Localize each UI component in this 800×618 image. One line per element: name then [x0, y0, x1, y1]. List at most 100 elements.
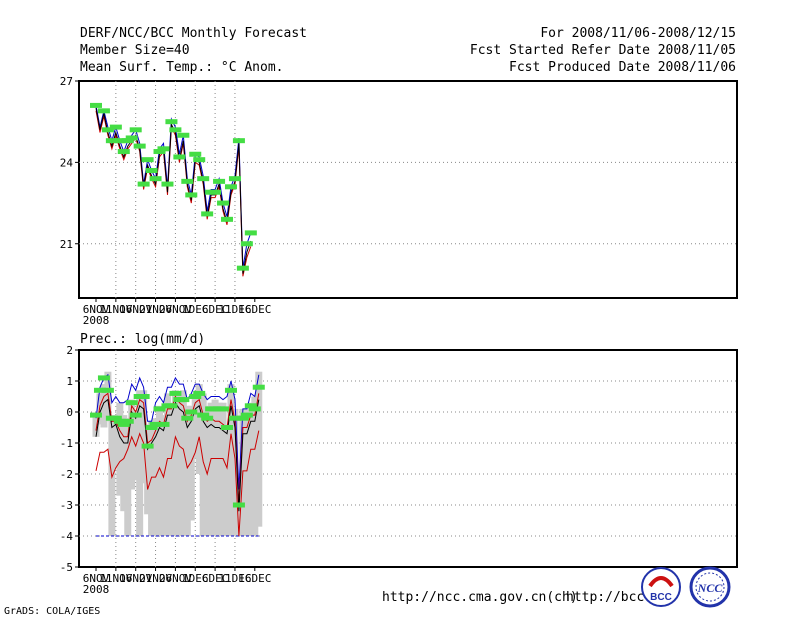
temp-obs-marker: [201, 211, 214, 217]
temp-obs-marker: [109, 124, 122, 130]
temp-mean-line: [95, 108, 252, 274]
prec-obs-marker: [224, 387, 237, 393]
temp-ytick-label: 27: [60, 75, 73, 88]
prec-plot-frame: [78, 349, 738, 568]
prec-xtick-label: 11NOV: [99, 572, 132, 585]
temp-obs-marker: [97, 108, 110, 114]
prec-spread-bar: [120, 415, 128, 512]
prec-spread-bar: [243, 408, 251, 536]
prec-obs-marker: [145, 425, 158, 430]
prec-obs-marker: [117, 421, 130, 427]
temp-obs-marker: [244, 230, 257, 236]
prec-min-line: [95, 430, 260, 537]
temp-obs-marker: [113, 138, 126, 144]
bcc-url[interactable]: http://bcc.c: [566, 590, 660, 605]
prec-spread-bar: [163, 393, 171, 536]
temp-ytick-label: 24: [60, 156, 74, 169]
temp-obs-marker: [117, 149, 130, 155]
temp-obs-marker: [173, 154, 186, 160]
prec-obs-marker: [248, 406, 261, 412]
temp-obs-marker: [221, 216, 234, 222]
grads-credit: GrADS: COLA/IGES: [4, 606, 101, 617]
member-size: Member Size=40: [80, 43, 190, 58]
prec-obs-marker: [181, 415, 194, 421]
temperature-variable-label: Mean Surf. Temp.: °C Anom.: [80, 60, 284, 75]
prec-obs-marker: [101, 387, 114, 393]
prec-spread-bar: [247, 402, 255, 536]
prec-spread-bar: [183, 405, 191, 536]
temp-obs-marker: [101, 127, 114, 133]
prec-obs-marker: [228, 415, 241, 421]
prec-spread-bar: [100, 384, 108, 428]
temp-obs-marker: [165, 119, 178, 125]
temp-obs-marker: [141, 157, 154, 163]
prec-spread-bar: [144, 424, 152, 515]
prec-spread-bar: [215, 402, 223, 536]
prec-spread-bar: [223, 427, 231, 536]
temp-obs-marker: [189, 151, 202, 157]
bcc-logo-text: BCC: [650, 592, 672, 603]
temp-xtick-label: 21NOV: [139, 303, 172, 316]
forecast-period: For 2008/11/06-2008/12/15: [540, 26, 736, 41]
prec-spread-bar: [175, 393, 183, 536]
prec-xtick-label: 6NOV: [83, 572, 110, 585]
prec-obs-marker: [165, 403, 178, 409]
prec-ytick-label: 2: [66, 344, 73, 357]
prec-spread-bar: [156, 405, 164, 536]
temp-obs-marker: [236, 265, 249, 271]
prec-spread-bar: [203, 405, 211, 536]
bcc-logo-icon: BCC: [641, 567, 681, 607]
temp-obs-marker: [105, 138, 118, 144]
prec-year-label: 2008: [83, 583, 110, 596]
temp-xtick-label: 26NOV: [159, 303, 192, 316]
prec-xtick-label: 16DEC: [238, 572, 271, 585]
prec-obs-marker: [137, 394, 150, 399]
temp-obs-marker: [185, 192, 198, 198]
prec-obs-marker: [90, 412, 102, 418]
prec-obs-marker: [157, 421, 170, 427]
refer-date: Fcst Started Refer Date 2008/11/05: [469, 43, 736, 58]
prec-spread-bar: [136, 390, 144, 536]
prec-obs-marker: [129, 412, 142, 418]
prec-obs-marker: [93, 387, 106, 393]
temp-obs-marker: [228, 176, 241, 182]
prec-spread-bar: [132, 415, 140, 481]
temp-obs-marker: [232, 138, 245, 144]
temp-obs-marker: [169, 127, 182, 133]
prec-obs-marker: [121, 418, 134, 424]
prec-spread-bar: [219, 402, 227, 536]
prec-xtick-label: 11DEC: [218, 572, 251, 585]
prec-xtick-label: 16NOV: [119, 572, 152, 585]
ncc-url[interactable]: http://ncc.cma.gov.cn(ch): [382, 590, 578, 605]
prec-obs-marker: [97, 375, 110, 381]
prec-ytick-label: -2: [60, 468, 73, 481]
temp-xtick-label: 1DEC: [182, 303, 209, 316]
prec-spread-bar: [211, 399, 219, 536]
prec-obs-marker: [141, 443, 154, 449]
prec-spread-bar: [179, 390, 187, 536]
prec-obs-marker: [217, 406, 230, 412]
temp-obs-marker: [224, 184, 237, 190]
prec-obs-marker: [193, 390, 206, 396]
prec-spread-bar: [124, 418, 132, 536]
prec-obs-marker: [201, 415, 214, 421]
temp-obs-marker: [121, 138, 134, 144]
prec-spread-bar: [199, 393, 207, 536]
prec-spread-bar: [207, 402, 215, 536]
temp-obs-marker: [133, 143, 146, 149]
prec-spread-bar: [227, 384, 235, 536]
prec-xtick-label: 6DEC: [202, 572, 229, 585]
prec-xtick-label: 21NOV: [139, 572, 172, 585]
prec-obs-marker: [236, 415, 249, 421]
prec-spread-bar: [251, 396, 259, 536]
temp-xtick-label: 6DEC: [202, 303, 229, 316]
prec-obs-marker: [221, 425, 234, 430]
temp-obs-marker: [161, 181, 174, 187]
temp-plot-frame: [78, 80, 738, 299]
temp-obs-marker: [157, 146, 170, 152]
prec-spread-bar: [231, 408, 239, 536]
prec-xtick-label: 1DEC: [182, 572, 209, 585]
prec-ytick-label: -5: [60, 561, 73, 574]
prec-obs-marker: [197, 412, 210, 418]
